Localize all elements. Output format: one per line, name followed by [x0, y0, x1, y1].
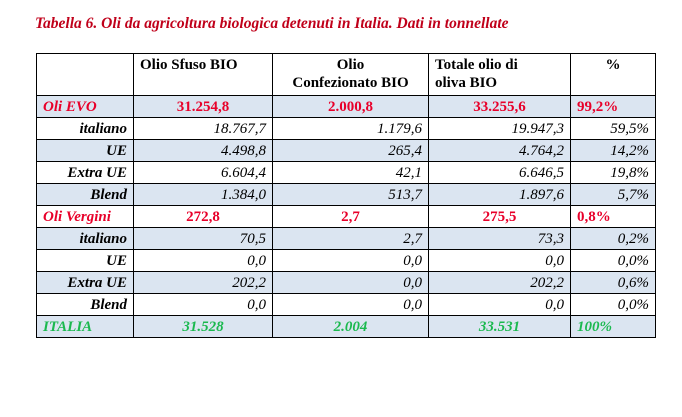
- table-row: UE 4.498,8 265,4 4.764,2 14,2%: [36, 139, 656, 162]
- cell-percent: 19,8%: [570, 161, 656, 184]
- table-row: italiano 18.767,7 1.179,6 19.947,3 59,5%: [36, 117, 656, 140]
- cell-totale: 33.255,6: [428, 95, 571, 118]
- cell-confezionato: 2.000,8: [272, 95, 429, 118]
- table-row: Oli EVO 31.254,8 2.000,8 33.255,6 99,2%: [36, 95, 656, 118]
- header-empty: [36, 53, 134, 96]
- cell-sfuso: 0,0: [133, 249, 273, 272]
- table-row: italiano 70,5 2,7 73,3 0,2%: [36, 227, 656, 250]
- cell-sfuso: 4.498,8: [133, 139, 273, 162]
- total-row: ITALIA 31.528 2.004 33.531 100%: [36, 315, 656, 338]
- cell-totale: 19.947,3: [428, 117, 571, 140]
- row-label: UE: [36, 249, 134, 272]
- cell-sfuso: 18.767,7: [133, 117, 273, 140]
- cell-percent: 100%: [570, 315, 656, 338]
- row-label: Oli Vergini: [36, 205, 134, 228]
- cell-totale: 0,0: [428, 293, 571, 316]
- table-row: Blend 1.384,0 513,7 1.897,6 5,7%: [36, 183, 656, 206]
- oil-table: Olio Sfuso BIO Olio Confezionato BIO Tota…: [36, 53, 656, 338]
- cell-percent: 0,0%: [570, 249, 656, 272]
- cell-confezionato: 42,1: [272, 161, 429, 184]
- cell-totale: 275,5: [428, 205, 571, 228]
- cell-confezionato: 2,7: [272, 227, 429, 250]
- cell-percent: 59,5%: [570, 117, 656, 140]
- cell-totale: 0,0: [428, 249, 571, 272]
- cell-totale: 4.764,2: [428, 139, 571, 162]
- cell-sfuso: 31.254,8: [133, 95, 273, 118]
- row-label: italiano: [36, 117, 134, 140]
- cell-percent: 0,6%: [570, 271, 656, 294]
- table-title: Tabella 6. Oli da agricoltura biologica …: [35, 15, 509, 32]
- cell-sfuso: 70,5: [133, 227, 273, 250]
- cell-sfuso: 0,0: [133, 293, 273, 316]
- cell-confezionato: 0,0: [272, 249, 429, 272]
- row-label: Blend: [36, 183, 134, 206]
- row-label: Extra UE: [36, 271, 134, 294]
- cell-totale: 33.531: [428, 315, 571, 338]
- cell-sfuso: 1.384,0: [133, 183, 273, 206]
- cell-totale: 6.646,5: [428, 161, 571, 184]
- header-totale: Totale olio di oliva BIO: [428, 53, 571, 96]
- cell-totale: 1.897,6: [428, 183, 571, 206]
- header-row: Olio Sfuso BIO Olio Confezionato BIO Tota…: [36, 53, 656, 96]
- cell-percent: 0,2%: [570, 227, 656, 250]
- row-label: italiano: [36, 227, 134, 250]
- cell-confezionato: 1.179,6: [272, 117, 429, 140]
- header-sfuso: Olio Sfuso BIO: [133, 53, 273, 96]
- cell-confezionato: 2,7: [272, 205, 429, 228]
- cell-percent: 99,2%: [570, 95, 656, 118]
- row-label: Oli EVO: [36, 95, 134, 118]
- cell-confezionato: 265,4: [272, 139, 429, 162]
- cell-totale: 202,2: [428, 271, 571, 294]
- cell-sfuso: 31.528: [133, 315, 273, 338]
- table-row: UE 0,0 0,0 0,0 0,0%: [36, 249, 656, 272]
- cell-percent: 5,7%: [570, 183, 656, 206]
- table-row: Extra UE 6.604,4 42,1 6.646,5 19,8%: [36, 161, 656, 184]
- header-confezionato: Olio Confezionato BIO: [272, 53, 429, 96]
- cell-percent: 0,8%: [570, 205, 656, 228]
- table-row: Oli Vergini 272,8 2,7 275,5 0,8%: [36, 205, 656, 228]
- cell-confezionato: 0,0: [272, 293, 429, 316]
- header-percent: %: [570, 53, 656, 96]
- row-label: ITALIA: [36, 315, 134, 338]
- cell-sfuso: 202,2: [133, 271, 273, 294]
- cell-confezionato: 0,0: [272, 271, 429, 294]
- cell-confezionato: 513,7: [272, 183, 429, 206]
- cell-totale: 73,3: [428, 227, 571, 250]
- cell-sfuso: 6.604,4: [133, 161, 273, 184]
- row-label: UE: [36, 139, 134, 162]
- cell-percent: 14,2%: [570, 139, 656, 162]
- cell-confezionato: 2.004: [272, 315, 429, 338]
- cell-sfuso: 272,8: [133, 205, 273, 228]
- table-row: Blend 0,0 0,0 0,0 0,0%: [36, 293, 656, 316]
- table-row: Extra UE 202,2 0,0 202,2 0,6%: [36, 271, 656, 294]
- row-label: Blend: [36, 293, 134, 316]
- row-label: Extra UE: [36, 161, 134, 184]
- cell-percent: 0,0%: [570, 293, 656, 316]
